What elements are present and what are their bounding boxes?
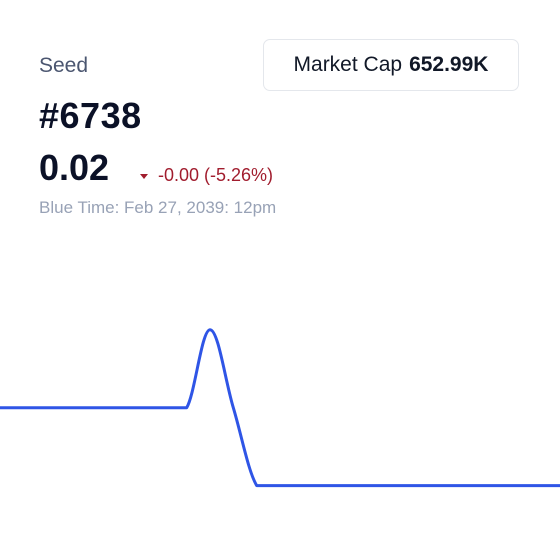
- price-series-line: [0, 328, 560, 488]
- market-cap-value: 652.99K: [409, 53, 489, 76]
- price-value: 0.02: [39, 147, 110, 188]
- price-timestamp: Blue Time: Feb 27, 2039: 12pm: [39, 198, 277, 217]
- price-change-text: -0.00 (-5.26%): [158, 165, 274, 185]
- caret-down-icon: [140, 173, 148, 179]
- token-id: #6738: [39, 95, 142, 136]
- market-cap-button[interactable]: Market Cap 652.99K: [263, 39, 519, 91]
- market-cap-label: Market Cap: [293, 53, 403, 76]
- price-change: -0.00 (-5.26%): [140, 165, 273, 186]
- collection-label: Seed: [39, 54, 89, 77]
